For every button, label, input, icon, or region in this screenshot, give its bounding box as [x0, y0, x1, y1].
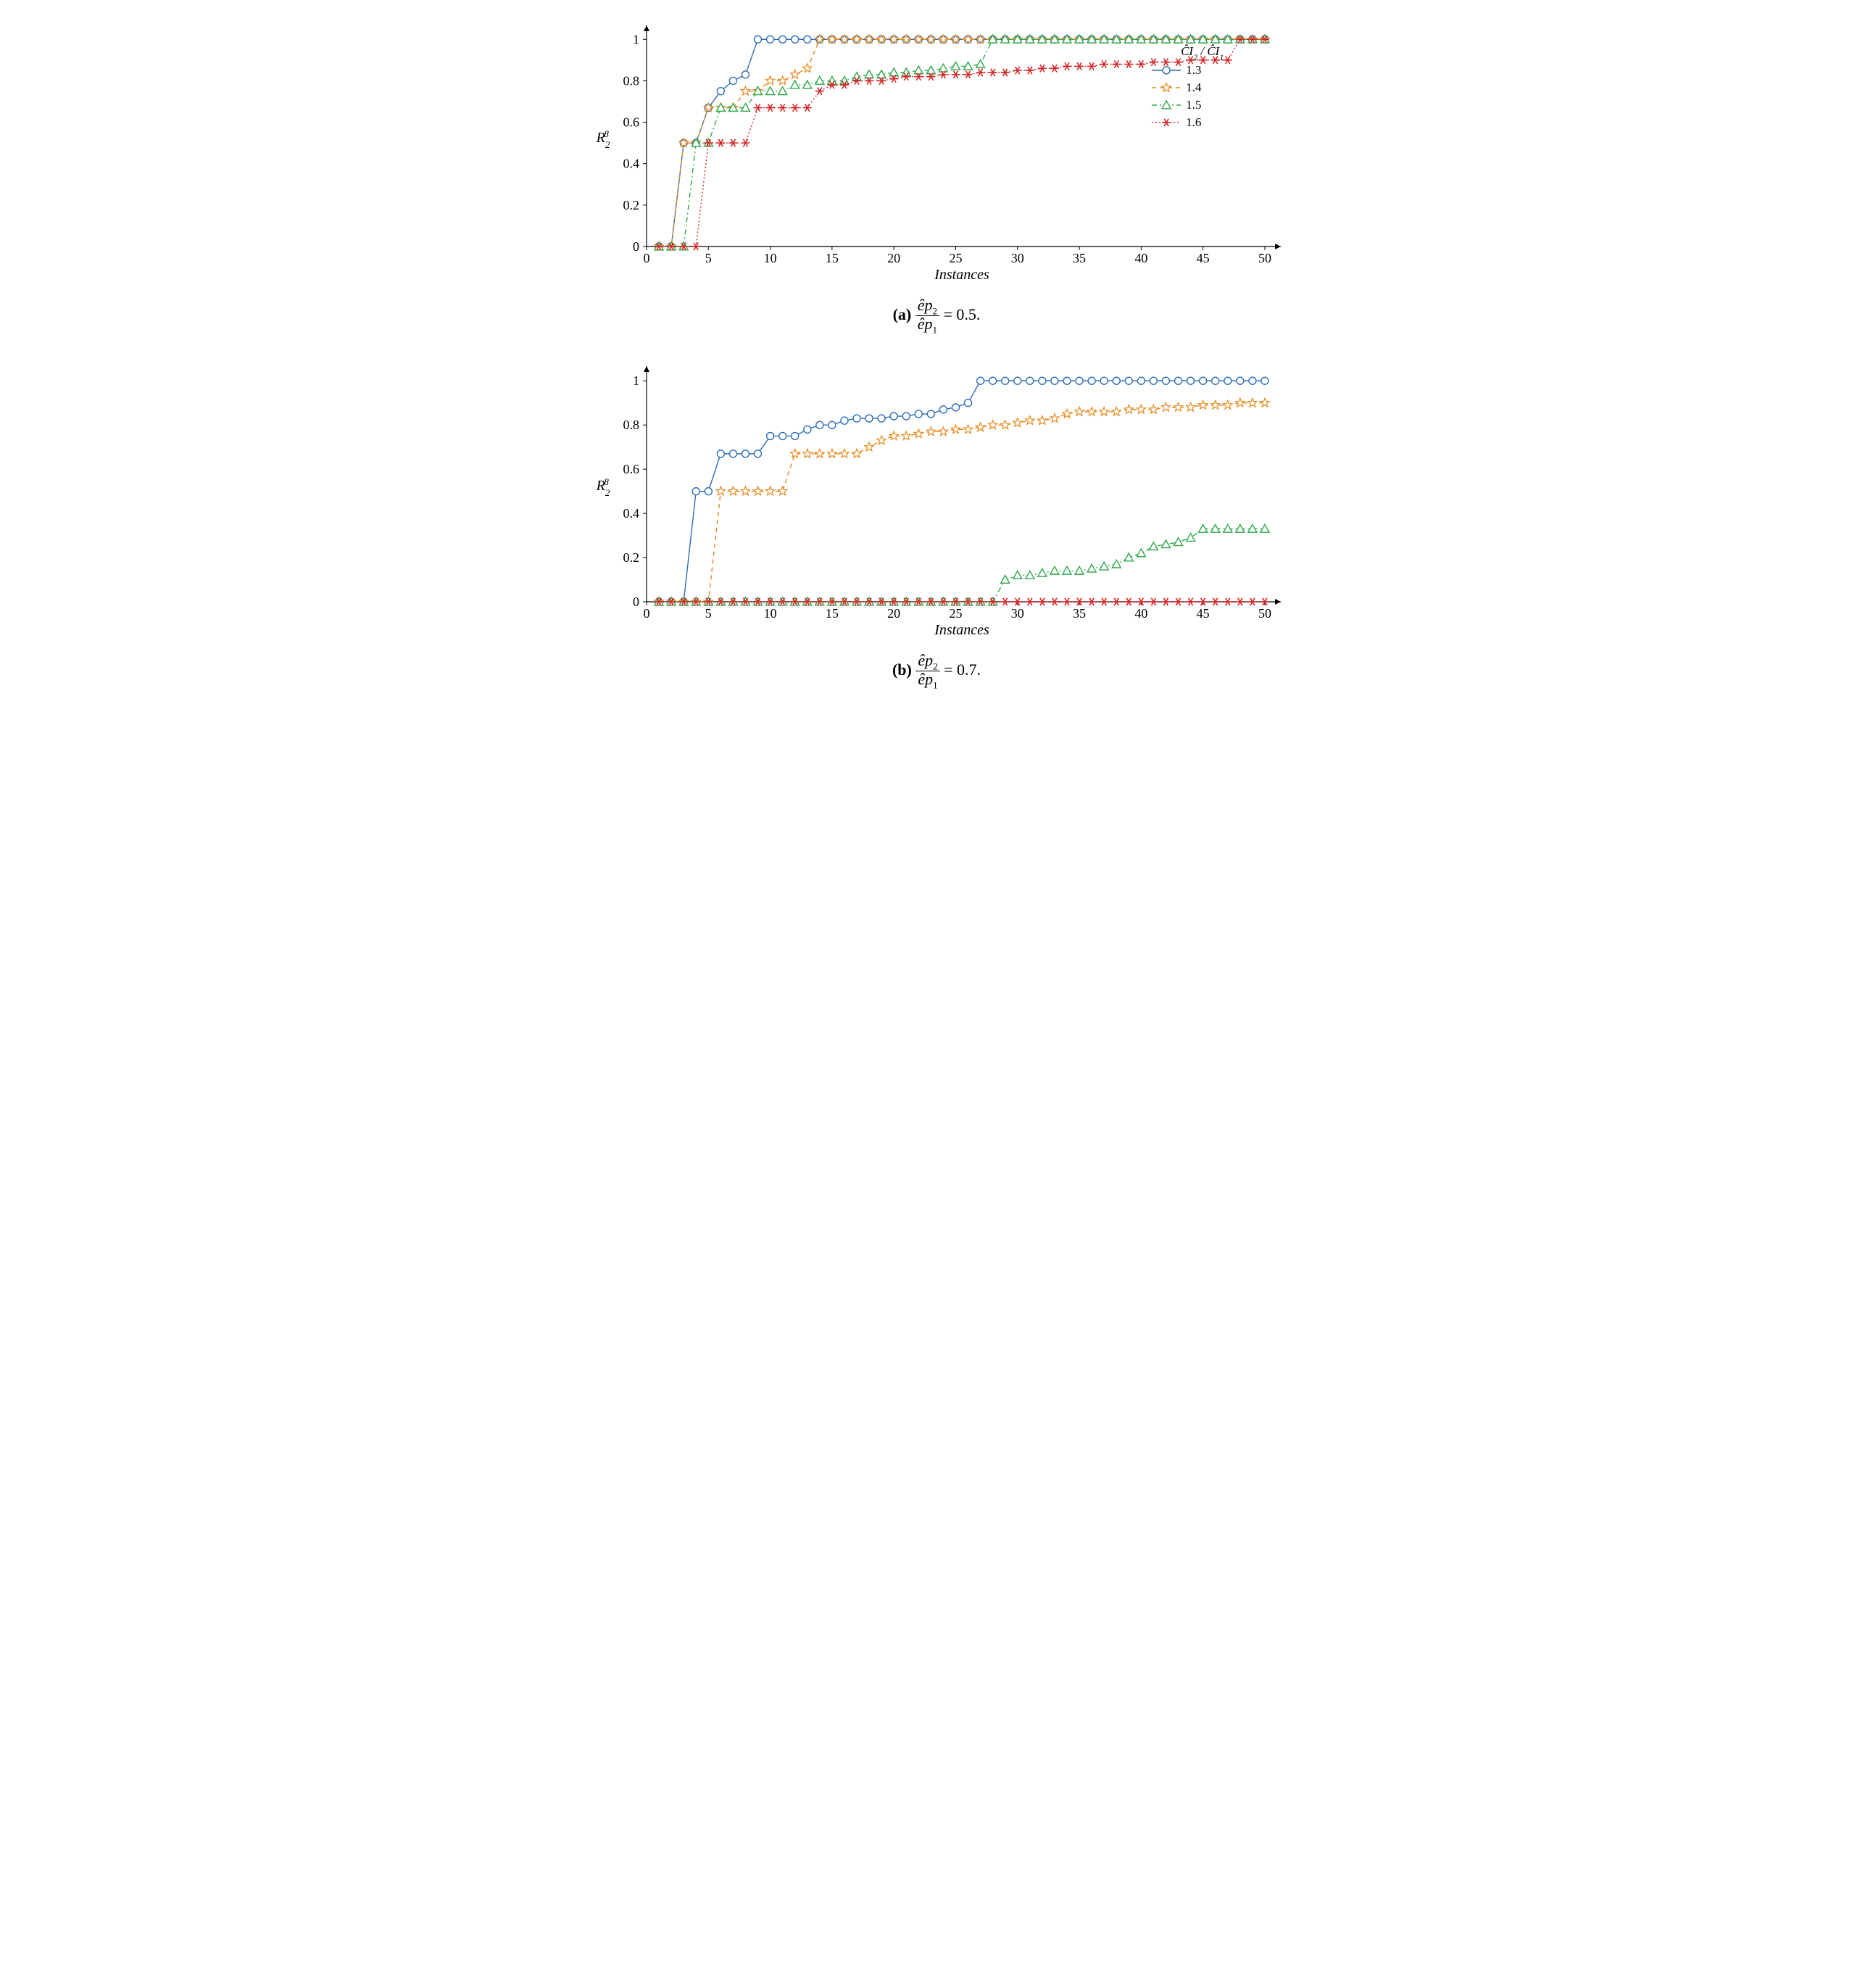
chart-b-caption: (b) êp2êp1 = 0.7.: [14, 653, 1859, 690]
svg-text:0.4: 0.4: [623, 157, 640, 171]
svg-text:15: 15: [826, 606, 839, 621]
svg-text:30: 30: [1011, 606, 1024, 621]
svg-text:0.6: 0.6: [623, 115, 640, 130]
chart-b-container: 0 5 10 15 20 25 30 35 40 45 50 0 0.2 0.4 0.6 0.8 1 Instan…: [581, 355, 1292, 645]
chart-a-caption: (a) êp2êp1 = 0.5.: [14, 297, 1859, 335]
svg-text:5: 5: [705, 606, 712, 621]
svg-text:35: 35: [1073, 606, 1086, 621]
svg-text:1.3: 1.3: [1186, 63, 1201, 77]
svg-text:0.2: 0.2: [623, 198, 640, 212]
svg-text:20: 20: [887, 251, 900, 265]
svg-text:50: 50: [1258, 606, 1271, 621]
svg-text:45: 45: [1197, 251, 1210, 265]
svg-text:50: 50: [1258, 251, 1271, 265]
svg-text:0.4: 0.4: [623, 506, 640, 521]
svg-text:30: 30: [1011, 251, 1024, 265]
svg-text:1.5: 1.5: [1186, 98, 1201, 112]
chart-a-container: 0 5 10 15 20 25 30 35 40 45 50 0 0.2 0.4 0.6 0.8 1 Instan…: [581, 15, 1292, 290]
svg-text:Instances: Instances: [934, 267, 989, 283]
svg-text:0.6: 0.6: [623, 462, 640, 476]
svg-text:45: 45: [1197, 606, 1210, 621]
svg-text:1.4: 1.4: [1186, 80, 1202, 94]
svg-text:0: 0: [644, 606, 650, 621]
svg-text:25: 25: [949, 251, 962, 265]
svg-text:35: 35: [1073, 251, 1086, 265]
svg-text:15: 15: [826, 251, 839, 265]
svg-text:0: 0: [633, 239, 639, 254]
svg-text:0: 0: [644, 251, 650, 265]
svg-text:0.2: 0.2: [623, 550, 640, 565]
svg-text:Instances: Instances: [934, 622, 989, 638]
svg-text:40: 40: [1134, 251, 1147, 265]
chart-b: 0 5 10 15 20 25 30 35 40 45 50 0 0.2 0.4 0.6 0.8 1 Instan…: [581, 355, 1292, 645]
svg-text:1: 1: [633, 373, 639, 388]
svg-text:5: 5: [705, 251, 712, 265]
svg-text:1: 1: [633, 32, 639, 46]
svg-text:0.8: 0.8: [623, 73, 640, 88]
svg-text:10: 10: [764, 606, 777, 621]
svg-text:20: 20: [887, 606, 900, 621]
svg-text:0: 0: [633, 595, 639, 609]
svg-text:40: 40: [1134, 606, 1147, 621]
svg-text:25: 25: [949, 606, 962, 621]
chart-a: 0 5 10 15 20 25 30 35 40 45 50 0 0.2 0.4 0.6 0.8 1 Instan…: [581, 15, 1292, 290]
svg-text:1.6: 1.6: [1186, 115, 1201, 129]
svg-text:0.8: 0.8: [623, 418, 640, 432]
svg-text:10: 10: [764, 251, 777, 265]
